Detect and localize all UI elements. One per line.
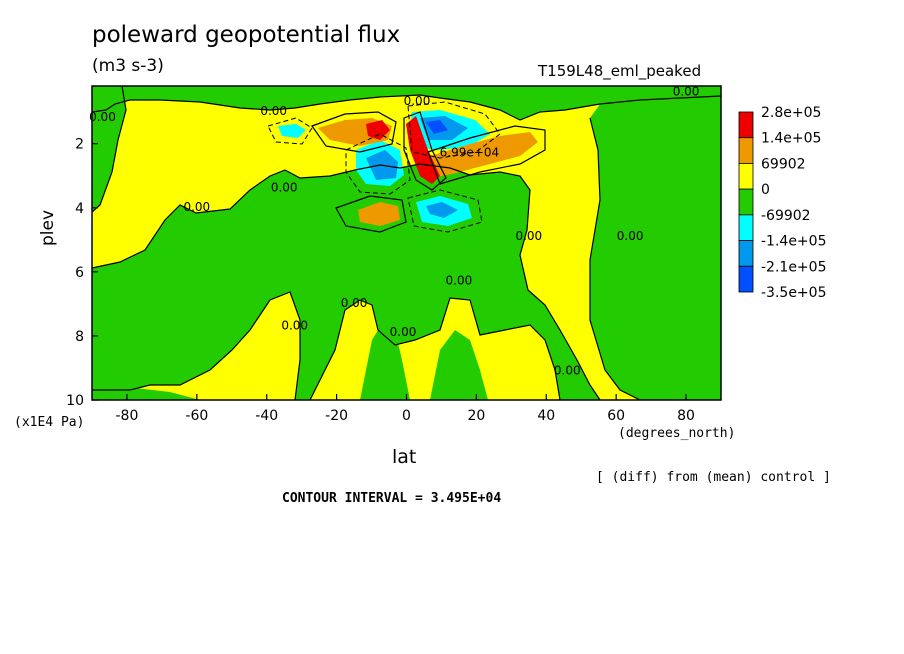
x-axis-label: lat [392,446,417,468]
contour-label: 0.00 [554,363,581,377]
region-negative-weak-low-1 [360,320,410,400]
colorbar-swatch [738,163,754,190]
y-tick-label: 10 [66,393,84,409]
contour-lines-negative [267,101,501,233]
region-negative-strong-4 [426,202,458,218]
diff-note: [ (diff) from (mean) control ] [596,470,831,485]
colorbar-label: -2.1e+05 [761,259,826,275]
colorbar-label: 0 [761,182,770,198]
contour-neg-4 [407,189,483,233]
contour-label: 0.00 [390,325,417,339]
colorbar-label: 69902 [761,156,806,172]
contour-pos-3 [335,195,407,233]
contour-label: 6.99e+04 [440,145,499,159]
colorbar-label: -3.5e+05 [761,285,826,301]
x-tick-label: 60 [607,408,625,424]
x-tick-label: 40 [537,408,555,424]
x-axis: -80 -60 -40 -20 0 20 40 60 80 [116,394,695,424]
contour-label: 0.00 [281,319,308,333]
contour-lines [92,86,721,400]
colorbar-swatch [738,111,754,139]
contour-zero-4 [92,86,127,213]
chart-units: (m3 s-3) [92,56,164,76]
x-tick-label: -40 [255,408,278,424]
region-negative-weak-low-2 [430,330,488,400]
colorbar-swatch [738,188,754,216]
contour-label: 0.00 [617,229,644,243]
contour-label: 0.00 [446,274,473,288]
region-negative-weak-west-2 [92,164,600,400]
contour-pos-1 [311,111,397,153]
contour-label: 0.00 [183,200,210,214]
contour-zero-1 [92,94,721,121]
region-positive-strong-2 [406,116,440,184]
x-tick-label: 0 [402,408,411,424]
y-axis-label: plev [38,209,58,246]
region-positive-strong-1 [366,120,390,140]
contour-interval: CONTOUR INTERVAL = 3.495E+04 [282,491,502,506]
region-negative-weak-top [92,86,721,120]
colorbar-label: 1.4e+05 [761,131,821,147]
contour-label: 0.00 [341,296,368,310]
contour-zero-2 [92,163,601,400]
y-axis-units: (x1E4 Pa) [14,415,85,430]
contour-labels: 0.00 0.00 0.00 0.00 0.00 0.00 6.99e+04 0.00 0.00… [89,85,699,378]
contour-zero-6 [309,297,561,400]
y-tick-label: 2 [75,137,84,153]
x-tick-label: -80 [116,408,139,424]
x-tick-label: 20 [467,408,485,424]
contour-pos-4 [403,111,447,191]
colorbar-swatch [738,265,754,293]
contour-pos-2 [427,125,546,185]
x-tick-label: 80 [677,408,695,424]
contour-label: 0.00 [515,229,542,243]
x-tick-label: -20 [325,408,348,424]
contour-zero-3 [589,117,721,400]
x-tick-label: -60 [185,408,208,424]
region-positive-med-3 [358,202,400,226]
y-axis: 2 4 6 8 10 [66,137,98,409]
contour-label: 0.00 [89,110,116,124]
contour-zero-5 [92,291,301,400]
contour-neg-3 [407,101,501,159]
region-positive-med-2 [430,132,538,178]
contour-fill [92,86,721,400]
contour-label: 0.00 [271,181,298,195]
region-negative-med-1 [278,124,306,138]
y-tick-label: 4 [75,201,84,217]
x-axis-units: (degrees_north) [618,426,736,441]
contour-label: 0.00 [260,104,287,118]
colorbar-swatch [738,240,754,267]
colorbar-label: 2.8e+05 [761,105,821,121]
colorbar-swatch [738,137,754,164]
colorbar-label: -1.4e+05 [761,234,826,250]
region-negative-weak-west [92,86,126,212]
contour-label: 0.00 [404,94,431,108]
colorbar-swatch [738,214,754,241]
run-label: T159L48_eml_peaked [538,62,702,80]
y-tick-label: 8 [75,329,84,345]
contour-neg-2 [345,133,411,195]
contour-neg-1 [267,117,313,145]
colorbar-label: -69902 [761,208,811,224]
contour-label: 0.00 [673,85,700,99]
chart-title: poleward geopotential flux [92,22,401,48]
region-negative-weak-low-3 [92,388,200,400]
colorbar-legend: 2.8e+05 1.4e+05 69902 0 -69902 -1.4e+05 -2.1e+… [738,105,826,301]
region-negative-vstrong-3 [426,120,448,134]
y-tick-label: 6 [75,265,84,281]
region-negative-weak-east [590,86,721,400]
